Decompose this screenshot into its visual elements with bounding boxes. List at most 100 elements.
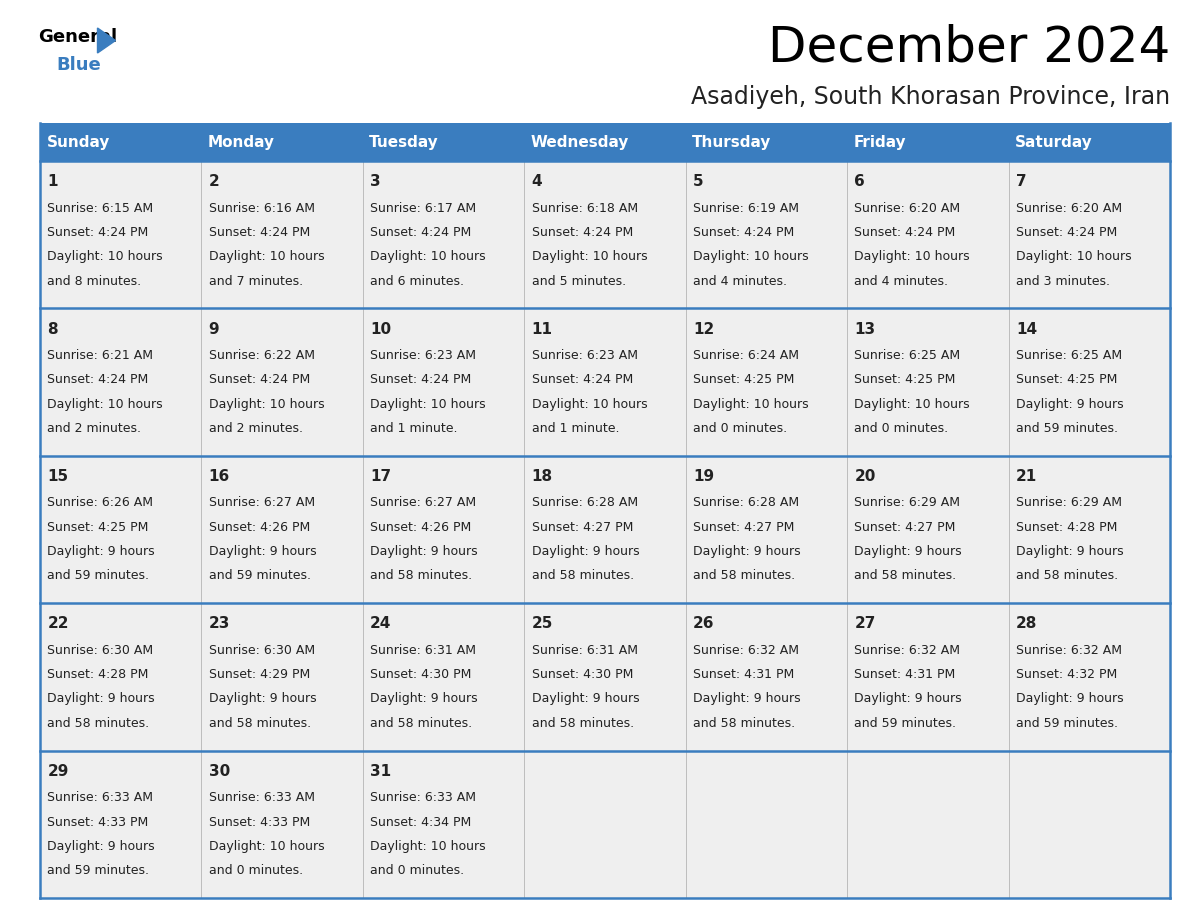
Text: 17: 17 [371, 469, 391, 484]
Text: Sunset: 4:24 PM: Sunset: 4:24 PM [209, 374, 310, 386]
Text: Sunrise: 6:30 AM: Sunrise: 6:30 AM [48, 644, 153, 656]
Bar [40, 161, 1170, 308]
Text: Sunset: 4:25 PM: Sunset: 4:25 PM [48, 521, 148, 533]
Text: 31: 31 [371, 764, 391, 778]
Text: Sunset: 4:24 PM: Sunset: 4:24 PM [854, 226, 955, 239]
Text: Asadiyeh, South Khorasan Province, Iran: Asadiyeh, South Khorasan Province, Iran [691, 85, 1170, 109]
Text: Sunset: 4:34 PM: Sunset: 4:34 PM [371, 815, 472, 829]
Text: Sunset: 4:28 PM: Sunset: 4:28 PM [1016, 521, 1117, 533]
Text: Sunrise: 6:31 AM: Sunrise: 6:31 AM [531, 644, 638, 656]
Text: and 5 minutes.: and 5 minutes. [531, 274, 626, 287]
Text: Sunset: 4:29 PM: Sunset: 4:29 PM [209, 668, 310, 681]
Text: 15: 15 [48, 469, 69, 484]
Text: Sunrise: 6:30 AM: Sunrise: 6:30 AM [209, 644, 315, 656]
Text: 19: 19 [693, 469, 714, 484]
Text: and 59 minutes.: and 59 minutes. [1016, 717, 1118, 730]
Text: Saturday: Saturday [1015, 135, 1093, 150]
Text: Sunrise: 6:33 AM: Sunrise: 6:33 AM [48, 791, 153, 804]
Bar [40, 751, 1170, 898]
Text: Sunset: 4:24 PM: Sunset: 4:24 PM [48, 374, 148, 386]
Text: 7: 7 [1016, 174, 1026, 189]
Text: Daylight: 9 hours: Daylight: 9 hours [1016, 545, 1124, 558]
Text: Daylight: 10 hours: Daylight: 10 hours [371, 251, 486, 263]
Text: Daylight: 9 hours: Daylight: 9 hours [693, 545, 801, 558]
Text: Sunday: Sunday [46, 135, 109, 150]
Text: Sunset: 4:25 PM: Sunset: 4:25 PM [854, 374, 956, 386]
Text: Daylight: 9 hours: Daylight: 9 hours [1016, 692, 1124, 705]
Text: Sunset: 4:33 PM: Sunset: 4:33 PM [48, 815, 148, 829]
Text: Sunrise: 6:15 AM: Sunrise: 6:15 AM [48, 202, 153, 215]
Text: and 59 minutes.: and 59 minutes. [209, 569, 311, 582]
Text: and 0 minutes.: and 0 minutes. [371, 864, 465, 878]
Text: and 4 minutes.: and 4 minutes. [693, 274, 786, 287]
Text: Sunset: 4:24 PM: Sunset: 4:24 PM [371, 226, 472, 239]
Bar [40, 456, 1170, 603]
Text: Daylight: 9 hours: Daylight: 9 hours [531, 692, 639, 705]
Text: Friday: Friday [854, 135, 906, 150]
Text: and 8 minutes.: and 8 minutes. [48, 274, 141, 287]
Text: Sunset: 4:31 PM: Sunset: 4:31 PM [693, 668, 795, 681]
Text: Sunrise: 6:24 AM: Sunrise: 6:24 AM [693, 349, 800, 362]
Text: Sunset: 4:26 PM: Sunset: 4:26 PM [209, 521, 310, 533]
Text: 5: 5 [693, 174, 703, 189]
Text: and 1 minute.: and 1 minute. [371, 422, 457, 435]
Text: and 58 minutes.: and 58 minutes. [1016, 569, 1118, 582]
Text: and 59 minutes.: and 59 minutes. [48, 569, 150, 582]
Text: Daylight: 9 hours: Daylight: 9 hours [48, 545, 154, 558]
Text: Sunrise: 6:32 AM: Sunrise: 6:32 AM [1016, 644, 1121, 656]
Text: Tuesday: Tuesday [369, 135, 440, 150]
Text: Blue: Blue [56, 56, 101, 74]
Text: Daylight: 9 hours: Daylight: 9 hours [371, 692, 478, 705]
Text: Sunrise: 6:20 AM: Sunrise: 6:20 AM [854, 202, 961, 215]
Text: Daylight: 9 hours: Daylight: 9 hours [371, 545, 478, 558]
Polygon shape [97, 28, 115, 53]
Text: Daylight: 9 hours: Daylight: 9 hours [854, 545, 962, 558]
Text: Daylight: 10 hours: Daylight: 10 hours [854, 251, 971, 263]
Text: Sunset: 4:24 PM: Sunset: 4:24 PM [371, 374, 472, 386]
Text: 9: 9 [209, 321, 220, 337]
Text: Monday: Monday [208, 135, 274, 150]
Text: Daylight: 10 hours: Daylight: 10 hours [531, 251, 647, 263]
Text: Daylight: 10 hours: Daylight: 10 hours [209, 397, 324, 410]
Text: 24: 24 [371, 617, 392, 632]
Text: 20: 20 [854, 469, 876, 484]
Text: and 6 minutes.: and 6 minutes. [371, 274, 465, 287]
Text: 16: 16 [209, 469, 230, 484]
Text: Sunset: 4:24 PM: Sunset: 4:24 PM [531, 374, 633, 386]
Text: Sunset: 4:31 PM: Sunset: 4:31 PM [854, 668, 955, 681]
Text: and 0 minutes.: and 0 minutes. [209, 864, 303, 878]
Text: and 58 minutes.: and 58 minutes. [48, 717, 150, 730]
Text: Sunrise: 6:31 AM: Sunrise: 6:31 AM [371, 644, 476, 656]
Text: Daylight: 10 hours: Daylight: 10 hours [693, 251, 809, 263]
Text: Wednesday: Wednesday [531, 135, 630, 150]
Text: and 58 minutes.: and 58 minutes. [209, 717, 311, 730]
Text: Sunset: 4:24 PM: Sunset: 4:24 PM [48, 226, 148, 239]
Text: Sunset: 4:28 PM: Sunset: 4:28 PM [48, 668, 148, 681]
Text: Sunrise: 6:32 AM: Sunrise: 6:32 AM [854, 644, 960, 656]
Text: Sunset: 4:25 PM: Sunset: 4:25 PM [1016, 374, 1117, 386]
Text: Sunrise: 6:23 AM: Sunrise: 6:23 AM [371, 349, 476, 362]
Text: and 59 minutes.: and 59 minutes. [1016, 422, 1118, 435]
Text: and 7 minutes.: and 7 minutes. [209, 274, 303, 287]
Text: Daylight: 9 hours: Daylight: 9 hours [48, 840, 154, 853]
Text: Sunrise: 6:27 AM: Sunrise: 6:27 AM [371, 497, 476, 509]
Text: Sunrise: 6:16 AM: Sunrise: 6:16 AM [209, 202, 315, 215]
Text: Sunset: 4:24 PM: Sunset: 4:24 PM [531, 226, 633, 239]
Text: and 2 minutes.: and 2 minutes. [209, 422, 303, 435]
Text: Sunset: 4:24 PM: Sunset: 4:24 PM [1016, 226, 1117, 239]
Text: Sunrise: 6:33 AM: Sunrise: 6:33 AM [371, 791, 476, 804]
Text: and 59 minutes.: and 59 minutes. [854, 717, 956, 730]
Text: Sunrise: 6:18 AM: Sunrise: 6:18 AM [531, 202, 638, 215]
Text: 10: 10 [371, 321, 391, 337]
Text: Sunset: 4:30 PM: Sunset: 4:30 PM [371, 668, 472, 681]
Text: Sunset: 4:24 PM: Sunset: 4:24 PM [693, 226, 795, 239]
Text: Sunrise: 6:17 AM: Sunrise: 6:17 AM [371, 202, 476, 215]
Text: General: General [38, 28, 118, 46]
Text: and 0 minutes.: and 0 minutes. [854, 422, 948, 435]
Text: Sunset: 4:33 PM: Sunset: 4:33 PM [209, 815, 310, 829]
Text: 6: 6 [854, 174, 865, 189]
Text: and 0 minutes.: and 0 minutes. [693, 422, 788, 435]
Text: and 58 minutes.: and 58 minutes. [531, 569, 633, 582]
Text: 2: 2 [209, 174, 220, 189]
Text: Sunset: 4:27 PM: Sunset: 4:27 PM [854, 521, 956, 533]
